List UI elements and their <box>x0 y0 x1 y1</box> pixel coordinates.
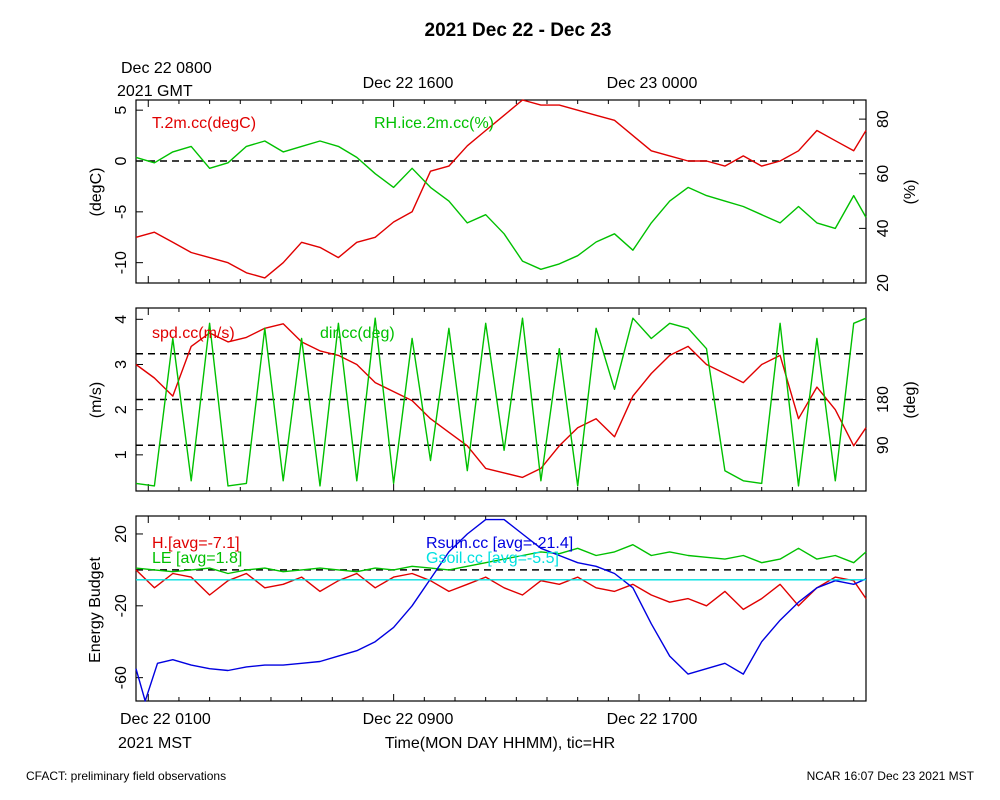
series-line-t-2m-cc-degc <box>135 99 867 279</box>
top-axis-label-start: Dec 22 0800 <box>121 60 212 77</box>
series-line-h-avg-7-1 <box>135 569 867 611</box>
panel-temperature-humidity: -10 -5 0 5 20 40 60 80 T.2m.cc(degC) RH.ice.2m.… <box>88 99 919 292</box>
series-line-le-avg-1-8 <box>135 544 867 575</box>
x-axis-title: Time(MON DAY HHMM), tic=HR <box>385 735 615 752</box>
axis-ticks: -60 -20 20 <box>113 516 855 701</box>
y-tick-label-right: 20 <box>875 274 892 292</box>
left-axis-title: (m/s) <box>88 382 105 418</box>
y-tick-label-right: 40 <box>875 219 892 237</box>
y-tick-label-left: 0 <box>113 156 130 165</box>
series-lines <box>135 99 867 279</box>
y-tick-label-right: 180 <box>875 386 892 413</box>
y-tick-label-left: -60 <box>113 666 130 689</box>
footer-left: CFACT: preliminary field observations <box>26 769 226 783</box>
legend-wind-speed: spd.cc(m/s) <box>152 325 235 342</box>
right-axis-title: (%) <box>902 180 919 205</box>
legend-radiation-sum: Rsum.cc [avg=-21.4] <box>426 535 573 552</box>
legend-latent-heat: LE [avg=1.8] <box>152 550 242 567</box>
axis-ticks: -10 -5 0 5 20 40 60 80 <box>113 100 892 292</box>
legend-soil-heat-flux: Gsoil.cc [avg=-5.5] <box>426 550 559 567</box>
reference-lines <box>136 353 866 446</box>
left-axis-title: Energy Budget <box>87 557 104 663</box>
right-axis-title: (deg) <box>902 381 919 418</box>
bottom-axis-label-0100: Dec 22 0100 <box>120 711 211 728</box>
y-tick-label-left: -20 <box>113 594 130 617</box>
y-tick-label-left: 2 <box>113 405 130 414</box>
axis-ticks: 1 2 3 4 90 180 <box>113 308 892 491</box>
bottom-axis-label-0900: Dec 22 0900 <box>363 711 454 728</box>
series-line-dir-cc-deg <box>135 317 867 487</box>
series-lines <box>135 317 867 487</box>
y-tick-label-left: 5 <box>113 106 130 115</box>
top-axis-label-0000: Dec 23 0000 <box>607 75 698 92</box>
series-line-spd-cc-m-s <box>135 323 867 479</box>
series-line-rsum-cc-avg-21-4 <box>135 518 867 702</box>
panel-frame <box>135 515 867 702</box>
y-tick-label-left: 1 <box>113 450 130 459</box>
y-tick-label-right: 90 <box>875 436 892 454</box>
y-tick-label-left: 20 <box>113 525 130 543</box>
y-tick-label-left: 3 <box>113 360 130 369</box>
series-line-rh-ice-2m-cc <box>135 140 867 270</box>
footer-right: NCAR 16:07 Dec 23 2021 MST <box>807 769 975 783</box>
y-tick-label-left: -10 <box>113 251 130 274</box>
bottom-axis-label-mst: 2021 MST <box>118 735 192 752</box>
panel-energy-budget: -60 -20 20 H.[avg=-7.1] LE [avg=1.8] Rsum.… <box>87 515 867 702</box>
top-axis-label-1600: Dec 22 1600 <box>363 75 454 92</box>
top-axis-label-gmt: 2021 GMT <box>117 83 193 100</box>
series-lines <box>135 518 867 702</box>
legend-wind-direction: dir.cc(deg) <box>320 325 395 342</box>
legend-sensible-heat: H.[avg=-7.1] <box>152 535 240 552</box>
chart-title: 2021 Dec 22 - Dec 23 <box>425 20 612 41</box>
y-tick-label-left: 4 <box>113 315 130 324</box>
y-tick-label-right: 60 <box>875 165 892 183</box>
y-tick-label-left: -5 <box>113 205 130 219</box>
left-axis-title: (degC) <box>88 168 105 217</box>
bottom-axis-label-1700: Dec 22 1700 <box>607 711 698 728</box>
y-tick-label-right: 80 <box>875 110 892 128</box>
legend-temperature: T.2m.cc(degC) <box>152 115 256 132</box>
legend-relative-humidity: RH.ice.2m.cc(%) <box>374 115 494 132</box>
panel-frame <box>135 99 867 284</box>
